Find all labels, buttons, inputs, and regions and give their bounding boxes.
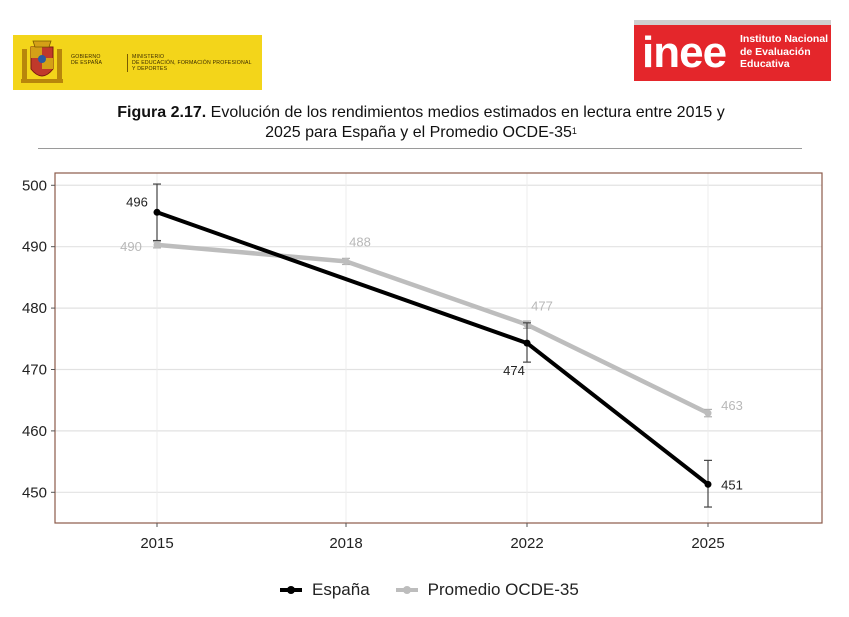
- data-point: [153, 208, 161, 216]
- caption-line-1: Evolución de los rendimientos medios est…: [206, 104, 725, 121]
- chart-legend: España Promedio OCDE-35: [280, 580, 605, 600]
- plot-panel: [55, 173, 822, 523]
- data-point: [523, 339, 531, 347]
- data-point: [153, 241, 161, 249]
- gov-text-line: GOBIERNO: [71, 53, 101, 60]
- line-chart: 450 460 470 480 490 500 2015 2018 2022 2025 490 488…: [22, 172, 823, 552]
- inee-logo-band: [634, 20, 831, 25]
- data-label: 496: [126, 194, 148, 209]
- legend-item-espana: España: [280, 580, 370, 600]
- y-tick-label: 470: [22, 361, 47, 378]
- legend-item-ocde: Promedio OCDE-35: [395, 580, 579, 600]
- figure-label: Figura 2.17.: [117, 104, 207, 121]
- x-tick-label: 2022: [510, 535, 543, 552]
- data-label: 490: [120, 239, 142, 254]
- inee-logo-box: inee Instituto Nacional de Evaluación Ed…: [634, 25, 831, 81]
- figure-caption: Figura 2.17. Evolución de los rendimient…: [40, 103, 802, 143]
- ministry-text-line: Y DEPORTES: [132, 65, 168, 72]
- legend-label-ocde: Promedio OCDE-35: [427, 580, 579, 599]
- ministry-text-line: DE EDUCACIÓN, FORMACIÓN PROFESIONAL: [132, 59, 252, 66]
- y-tick-label: 490: [22, 239, 47, 256]
- legend-key-ocde: [395, 584, 418, 596]
- data-label: 474: [503, 363, 525, 378]
- coat-of-arms-icon: [21, 40, 63, 83]
- data-label: 488: [349, 234, 371, 249]
- inee-text-line: Educativa: [740, 58, 790, 70]
- footnote-mark: 1: [571, 126, 577, 136]
- inee-logo: inee Instituto Nacional de Evaluación Ed…: [634, 20, 831, 81]
- data-label: 451: [721, 477, 743, 492]
- legend-label-espana: España: [312, 580, 370, 599]
- caption-divider: [38, 148, 802, 149]
- inee-text-line: Instituto Nacional: [740, 33, 829, 45]
- data-point: [704, 409, 712, 417]
- inee-logo-text: Instituto Nacional de Evaluación Educati…: [740, 33, 828, 71]
- x-tick-label: 2015: [140, 535, 173, 552]
- data-label: 477: [531, 299, 553, 314]
- data-point: [704, 480, 712, 488]
- y-tick-label: 450: [22, 484, 47, 501]
- plot-border: [54, 172, 823, 524]
- data-point: [342, 257, 350, 265]
- y-tick-label: 480: [22, 300, 47, 317]
- inee-wordmark: inee: [642, 28, 727, 77]
- y-tick-label: 500: [22, 177, 47, 194]
- gov-logo-text: GOBIERNO DE ESPAÑA MINISTERIO DE EDUCACI…: [71, 53, 262, 72]
- x-tick-label: 2018: [329, 535, 362, 552]
- data-label: 463: [721, 398, 743, 413]
- y-tick-label: 460: [22, 423, 47, 440]
- gov-text-line: DE ESPAÑA: [71, 59, 103, 66]
- series-line-ocde: [154, 242, 711, 416]
- x-tick-label: 2025: [691, 535, 724, 552]
- caption-line-2: 2025 para España y el Promedio OCDE-35: [265, 124, 572, 141]
- inee-text-line: de Evaluación: [740, 45, 811, 58]
- gobierno-espana-logo: GOBIERNO DE ESPAÑA MINISTERIO DE EDUCACI…: [13, 35, 262, 90]
- ministry-text-line: MINISTERIO: [132, 53, 165, 60]
- legend-key-espana: [280, 584, 302, 596]
